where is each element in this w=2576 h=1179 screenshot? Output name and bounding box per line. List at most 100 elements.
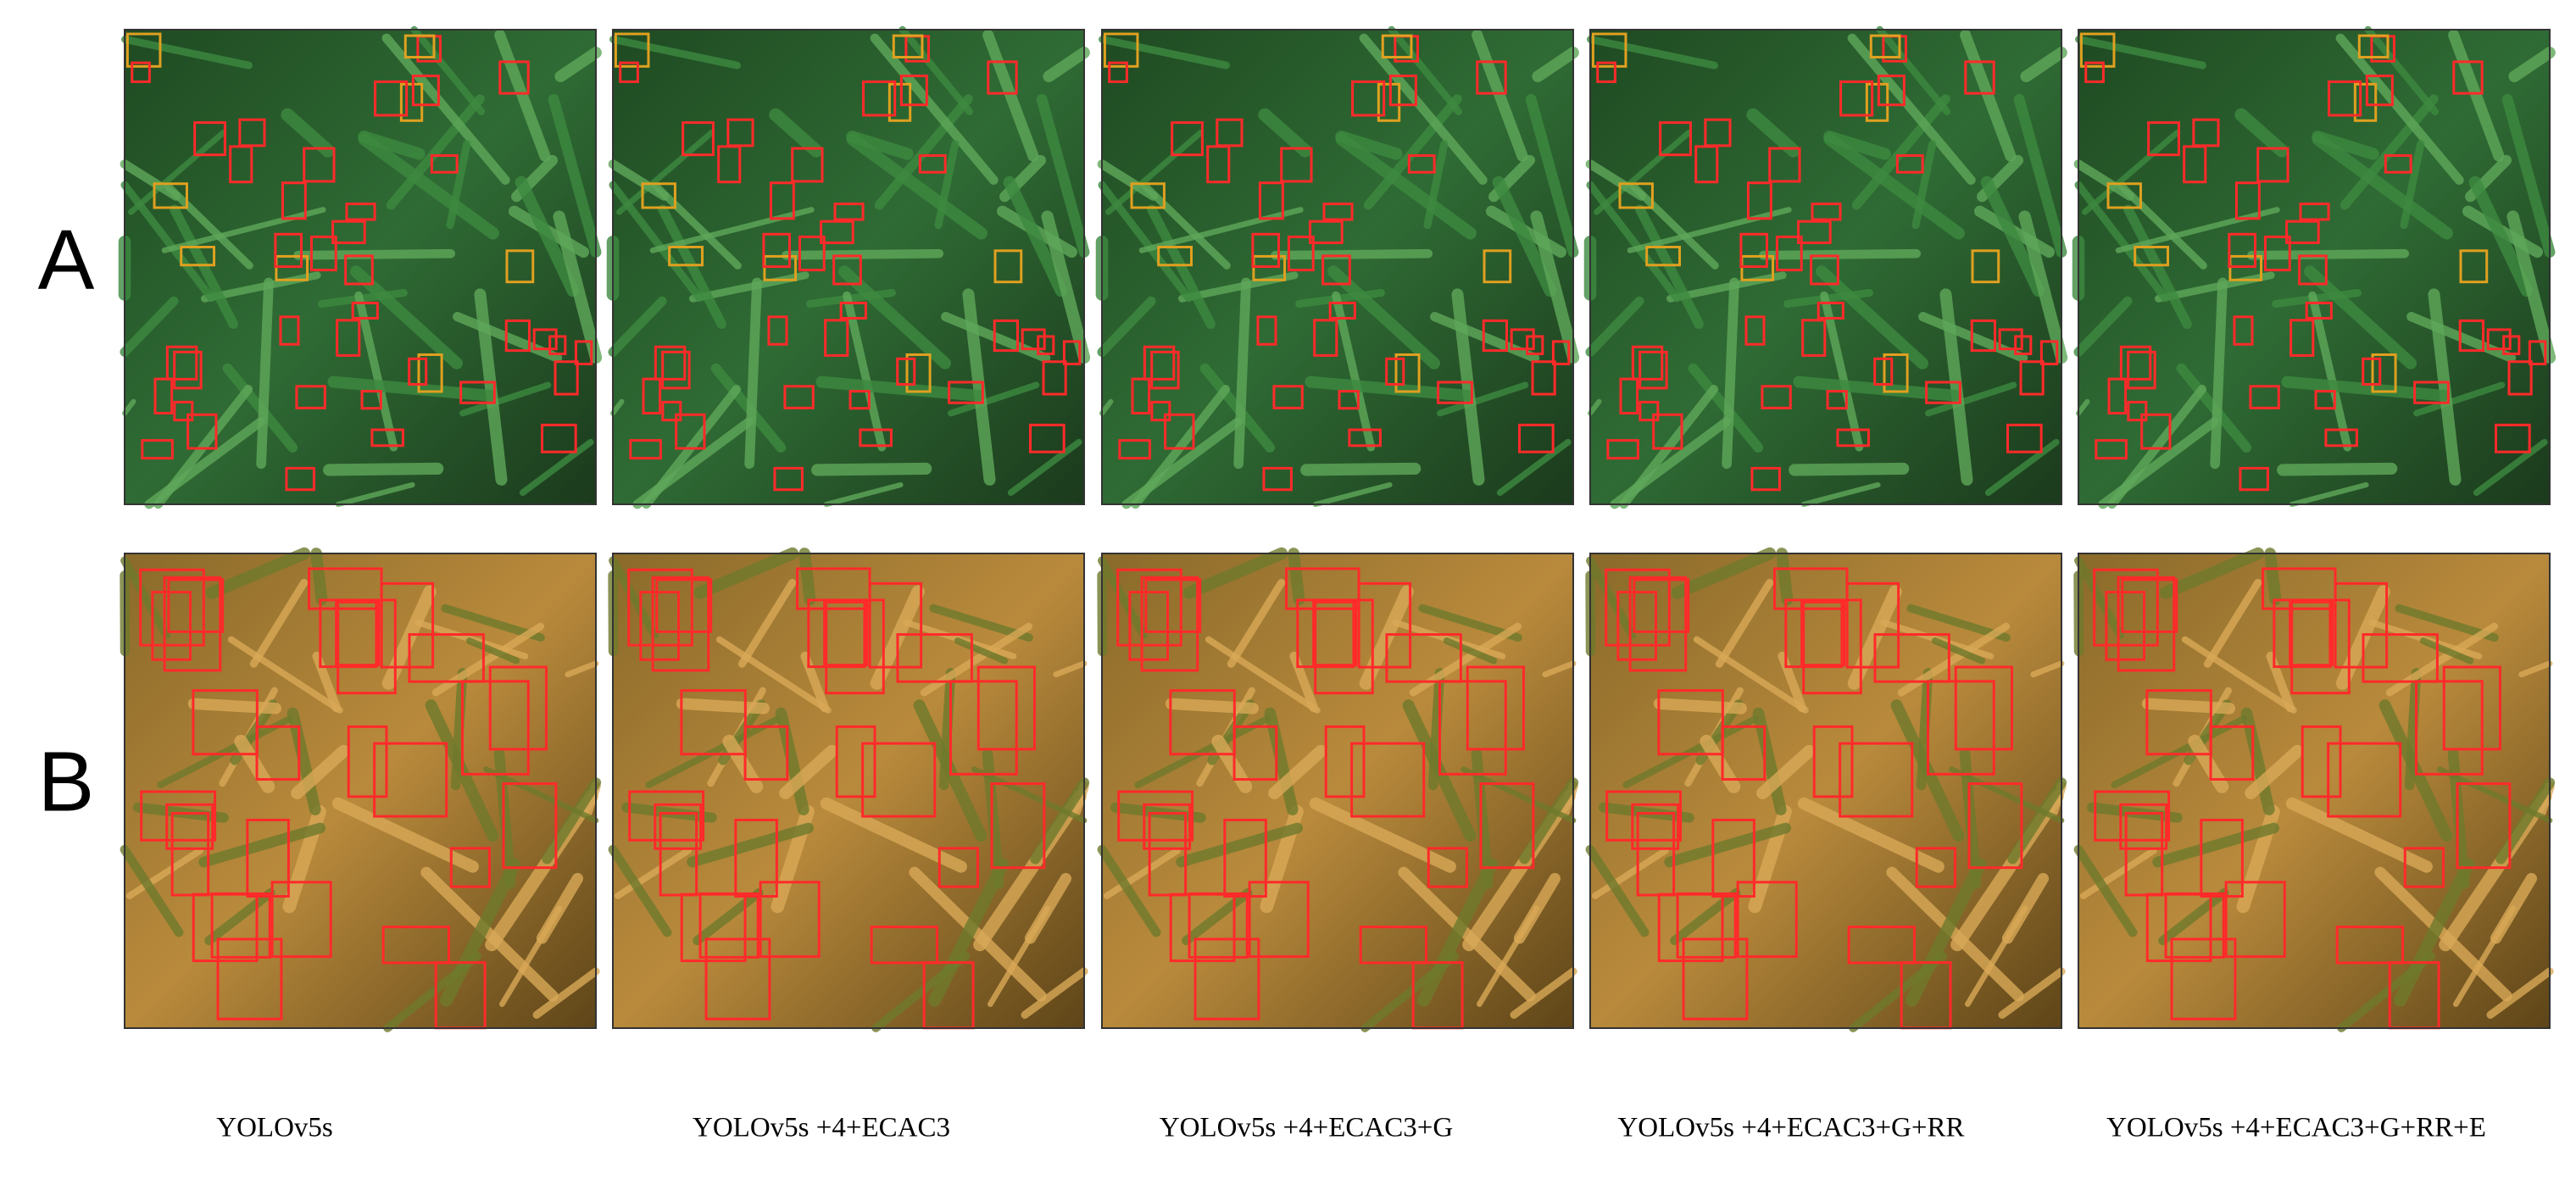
- leaf: [2518, 660, 2553, 678]
- leaf: [2281, 375, 2451, 402]
- detection-box: [870, 926, 938, 965]
- detection-box: [408, 633, 485, 683]
- leaf: [1437, 381, 1529, 417]
- detection-box: [2095, 439, 2128, 460]
- leaf: [987, 905, 1051, 1008]
- leaf: [1423, 140, 1449, 230]
- detection-box: [1438, 680, 1507, 776]
- detection-box: [680, 689, 747, 756]
- detection-box: [1746, 181, 1772, 220]
- detection-box: [1964, 60, 1995, 95]
- detection-box: [2486, 328, 2512, 351]
- detection-box: [1322, 203, 1354, 221]
- leaf: [1476, 905, 1540, 1008]
- detection-box: [1895, 154, 1924, 174]
- detection-box: [1800, 600, 1846, 667]
- detection-box: [1873, 633, 1950, 683]
- detection-box: [1826, 390, 1848, 410]
- leaf: [779, 744, 838, 799]
- detection-box: [281, 181, 307, 220]
- leaf: [120, 556, 171, 639]
- leaf: [1591, 847, 1669, 899]
- leaf: [1258, 108, 1312, 158]
- detection-box: [1118, 439, 1151, 460]
- leaf: [775, 707, 810, 815]
- detection-box: [153, 377, 174, 415]
- leaf: [744, 277, 762, 470]
- detection-box: [2327, 742, 2402, 818]
- leaf: [1363, 94, 1462, 210]
- leaf: [420, 866, 559, 1002]
- detection-box: [820, 220, 854, 244]
- image-border: [612, 553, 1085, 1029]
- detection-box: [1801, 319, 1827, 357]
- image-border: [612, 29, 1085, 505]
- detection-box: [2353, 82, 2378, 122]
- detection-box: [1157, 245, 1193, 267]
- detection-box: [192, 689, 259, 756]
- leaf: [871, 952, 971, 1032]
- image-border: [1589, 553, 2062, 1029]
- detection-box: [2384, 154, 2412, 174]
- detection-box: [1206, 145, 1231, 184]
- detection-box: [163, 576, 222, 672]
- detection-box: [1381, 34, 1413, 58]
- leaf: [1532, 47, 1579, 83]
- detection-box: [1324, 725, 1366, 798]
- leaf: [2075, 398, 2090, 416]
- detection-box: [861, 742, 937, 818]
- detection-box: [1817, 301, 1844, 320]
- leaf: [1622, 715, 1759, 788]
- detection-box: [2502, 335, 2521, 355]
- leaf: [2400, 140, 2425, 230]
- detection-box: [1954, 665, 2013, 751]
- detection-box: [1773, 567, 1849, 610]
- detection-box: [170, 812, 210, 897]
- leaf: [1043, 47, 1090, 83]
- leaf: [1816, 265, 1929, 370]
- detection-box: [1479, 782, 1535, 870]
- detection-box: [2249, 385, 2280, 409]
- leaf: [287, 707, 321, 815]
- leaf: [354, 291, 398, 452]
- detection-box: [504, 319, 531, 353]
- detection-box: [2145, 893, 2212, 963]
- leaf: [769, 108, 823, 158]
- detection-box: [2105, 591, 2145, 661]
- leaf: [1182, 547, 1288, 599]
- leaf: [198, 822, 326, 868]
- leaf: [609, 556, 659, 639]
- detection-box: [2127, 350, 2156, 390]
- detection-box: [1377, 82, 1401, 122]
- detection-box: [408, 357, 428, 386]
- leaf: [2374, 866, 2512, 1002]
- leaf: [2452, 905, 2517, 1008]
- detection-box: [1736, 881, 1798, 959]
- detection-box: [1223, 818, 1267, 898]
- leaf: [1793, 375, 1962, 402]
- image-border: [2078, 29, 2551, 505]
- detection-box: [1256, 315, 1277, 346]
- detection-box: [2458, 319, 2484, 353]
- detection-box: [192, 893, 259, 963]
- detection-box: [370, 428, 404, 448]
- detection-box: [1296, 598, 1355, 669]
- leaf: [874, 94, 973, 210]
- column-label: YOLOv5s: [216, 1113, 333, 1143]
- detection-box: [2289, 600, 2334, 667]
- leaf: [121, 398, 136, 416]
- leaf: [609, 35, 741, 70]
- detection-box: [887, 82, 912, 122]
- leaf: [1098, 181, 1193, 303]
- detection-box: [1427, 847, 1468, 888]
- detection-box: [351, 301, 379, 320]
- leaf: [498, 905, 563, 1008]
- leaf: [823, 481, 904, 508]
- detection-box: [1171, 121, 1204, 157]
- detection-box: [1385, 357, 1405, 386]
- leaf: [693, 887, 764, 946]
- leaf: [1635, 204, 1704, 329]
- leaf: [1847, 33, 1976, 185]
- detection-box: [899, 75, 928, 107]
- detection-box: [2233, 315, 2254, 346]
